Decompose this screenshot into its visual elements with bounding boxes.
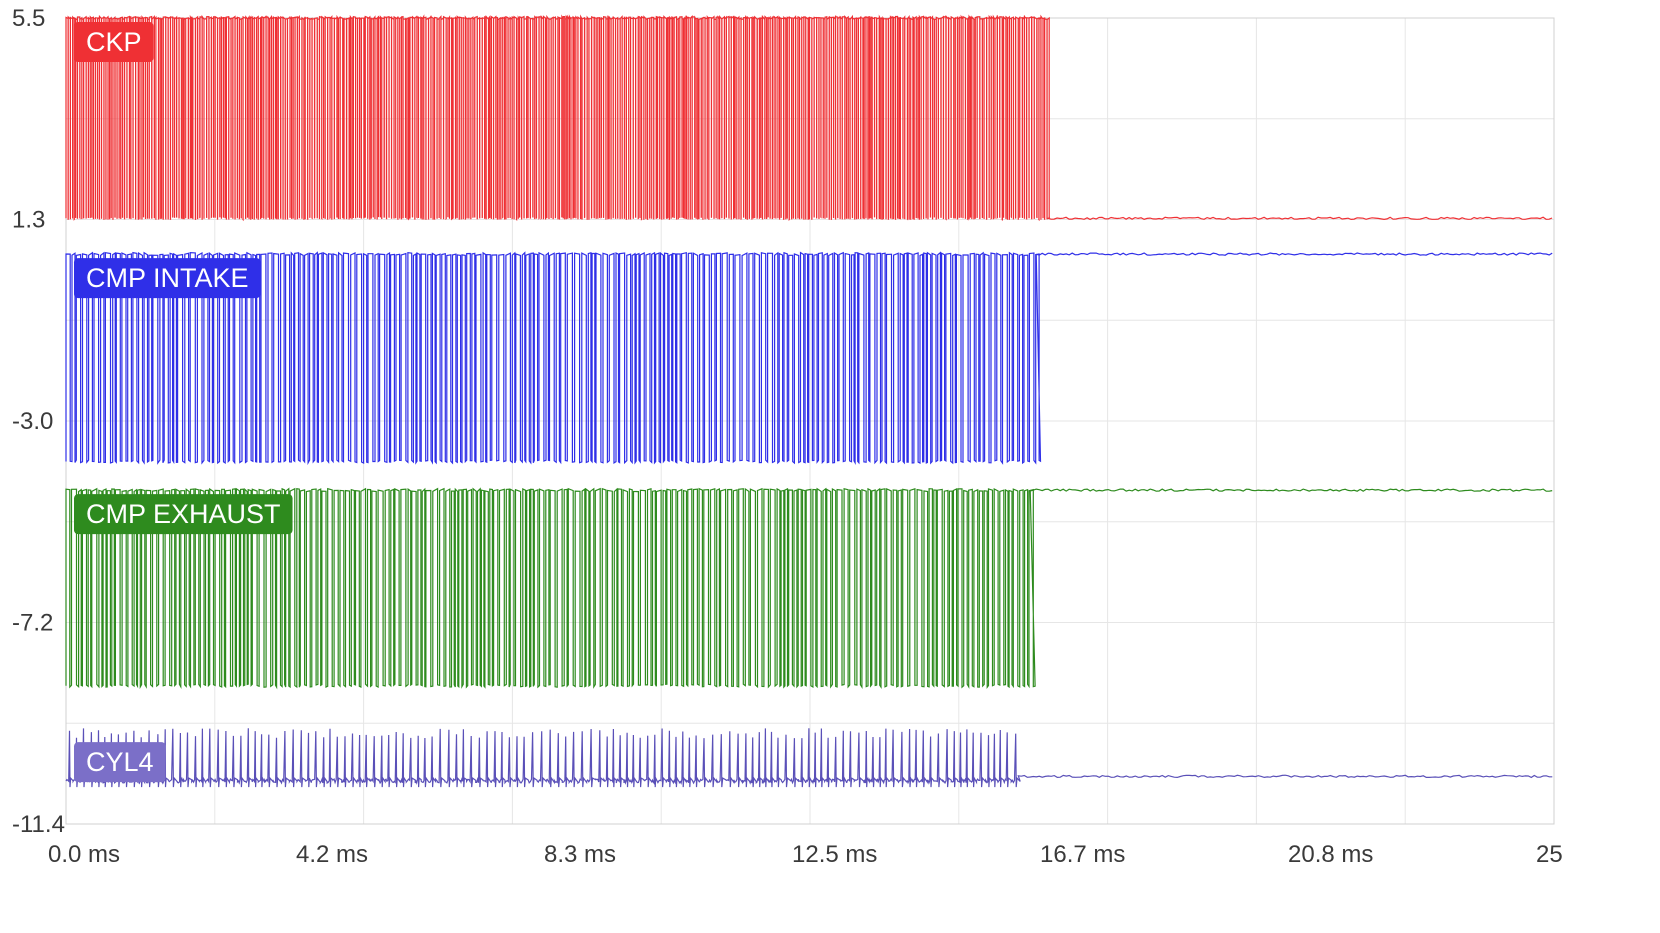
series-label-cyl4: CYL4 [74,742,166,783]
series-label-text: CMP EXHAUST [86,499,281,529]
series-label-bg [74,258,261,299]
y-tick-label: -7.2 [12,610,53,637]
series-label-cmp-intake: CMP INTAKE [74,258,261,299]
x-tick-label: 4.2 ms [296,841,368,868]
series-label-text: CKP [86,27,142,57]
series-trace-cmp-exhaust [65,487,1553,690]
series-label-text: CMP INTAKE [86,263,249,293]
y-tick-label: 1.3 [12,207,45,234]
series-label-ckp: CKP [74,22,154,62]
series-labels: CKP CMP INTAKE CMP EXHAUST CYL4 [74,22,293,783]
series-trace-ckp [65,14,1553,222]
series-label-bg [74,742,166,783]
series-label-bg [74,494,293,535]
series-trace-cyl4 [65,728,1553,788]
series-label-bg [74,22,154,62]
y-tick-label: -11.4 [12,811,65,838]
axis-ticks: 5.5 1.3 -3.0 -7.2 -11.4 0.0 ms 4.2 ms 8.3 ms 12.… [12,5,1563,868]
y-tick-label: 5.5 [12,5,45,32]
x-tick-label: 20.8 ms [1288,841,1373,868]
x-tick-label: 0.0 ms [48,841,120,868]
series-label-text: CYL4 [86,747,154,777]
x-tick-label: 8.3 ms [544,841,616,868]
y-tick-label: -3.0 [12,408,53,435]
series-label-cmp-exhaust: CMP EXHAUST [74,494,293,535]
x-tick-label: 16.7 ms [1040,841,1125,868]
x-tick-label: 25 [1536,841,1563,868]
series-trace-cmp-intake [65,251,1553,466]
x-tick-label: 12.5 ms [792,841,877,868]
signal-traces [65,14,1553,788]
